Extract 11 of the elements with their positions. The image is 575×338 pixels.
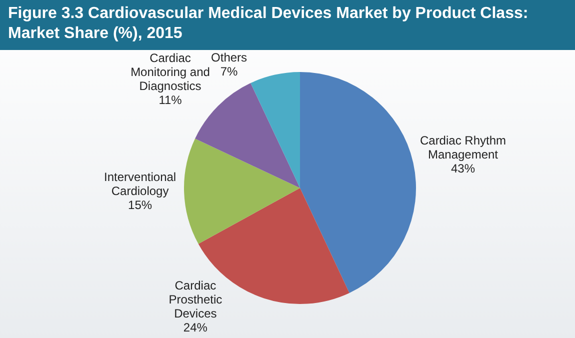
slice-label: Cardiac Prosthetic Devices [168, 278, 222, 320]
slice-label: Cardiac Rhythm Management [420, 134, 506, 162]
chart-title: Figure 3.3 Cardiovascular Medical Devices Market by Product Class: Market Share (%), 2015 [0, 0, 575, 50]
slice-label: Others [211, 50, 248, 64]
data-label: 43% [450, 162, 476, 176]
slice-label: Interventional Cardiology [104, 170, 176, 198]
data-label: 24% [183, 320, 208, 334]
slice-label: Cardiac Monitoring and Diagnostics [130, 50, 210, 93]
data-label: 15% [128, 198, 152, 212]
data-label: 7% [220, 64, 238, 78]
data-label: 11% [158, 92, 182, 107]
